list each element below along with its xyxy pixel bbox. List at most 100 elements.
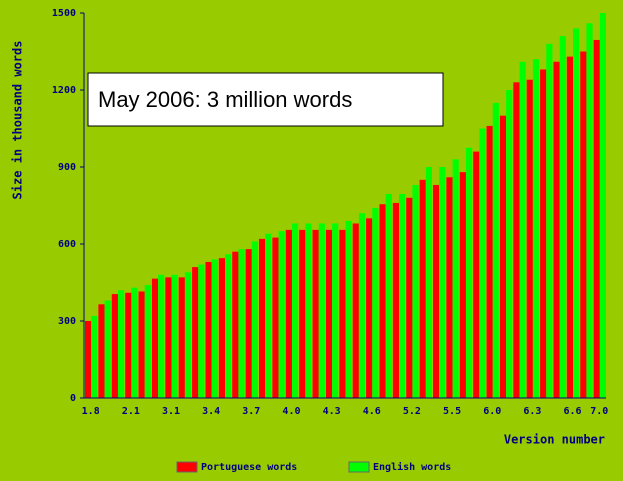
bar <box>198 264 205 398</box>
y-tick-label: 600 <box>58 239 76 250</box>
bar <box>299 229 306 398</box>
bar <box>599 13 606 398</box>
bar <box>366 218 373 398</box>
bar <box>492 102 499 398</box>
bar <box>291 223 299 398</box>
bar <box>98 304 105 398</box>
bar <box>546 43 553 399</box>
x-tick-label: 5.5 <box>443 406 461 417</box>
bar <box>232 251 239 398</box>
bar <box>580 51 587 398</box>
y-tick-label: 0 <box>70 393 76 404</box>
bar <box>392 202 400 398</box>
bar <box>192 267 199 398</box>
bar <box>352 223 359 398</box>
bar <box>385 193 392 398</box>
bar <box>138 291 145 398</box>
bar <box>345 220 352 398</box>
bar <box>111 294 118 398</box>
bar <box>433 184 440 398</box>
x-tick-label: 4.6 <box>363 406 381 417</box>
bar <box>425 167 432 398</box>
bar <box>259 238 266 398</box>
bar <box>358 213 366 398</box>
bar <box>131 287 138 398</box>
bar <box>573 28 580 399</box>
bar <box>318 223 325 398</box>
x-tick-label: 4.0 <box>282 406 300 417</box>
bar <box>151 278 159 398</box>
bar <box>459 172 466 398</box>
bar <box>171 274 178 398</box>
x-tick-label: 6.0 <box>483 406 501 417</box>
bar <box>144 285 151 398</box>
bar <box>245 249 252 398</box>
x-tick-label: 3.7 <box>242 406 260 417</box>
bar <box>372 208 379 398</box>
bar <box>399 193 406 398</box>
legend-swatch <box>176 461 198 473</box>
bar <box>278 231 285 398</box>
legend-label: English words <box>373 461 451 473</box>
bar <box>218 258 226 398</box>
y-axis-label: Size in thousand words <box>11 41 25 200</box>
annotation: May 2006: 3 million words <box>98 87 352 112</box>
bar <box>379 204 386 398</box>
bar <box>406 197 413 398</box>
bar <box>532 59 540 398</box>
y-tick-label: 300 <box>58 316 76 327</box>
y-tick-label: 900 <box>58 162 76 173</box>
bar <box>566 56 574 399</box>
bar <box>540 69 547 398</box>
bar <box>446 177 453 398</box>
y-tick-label: 1500 <box>52 8 76 19</box>
bar <box>184 272 192 398</box>
bar <box>265 233 272 398</box>
bar <box>325 229 333 398</box>
bar <box>419 179 426 398</box>
x-tick-label: 6.6 <box>564 406 582 417</box>
bar <box>165 277 172 398</box>
bar <box>593 39 600 398</box>
bar <box>339 229 346 398</box>
bar <box>251 241 258 398</box>
bar <box>332 223 339 398</box>
bar <box>465 147 473 398</box>
bar <box>178 277 185 398</box>
bar <box>158 274 165 398</box>
y-tick-label: 1200 <box>52 85 76 96</box>
x-tick-label: 2.1 <box>122 406 140 417</box>
x-tick-label: 6.3 <box>523 406 541 417</box>
x-tick-label: 4.3 <box>323 406 341 417</box>
bar <box>439 167 446 398</box>
bar <box>553 61 560 399</box>
bar <box>211 259 218 398</box>
bar <box>412 184 419 398</box>
bar <box>312 229 319 398</box>
bar <box>225 254 232 398</box>
x-tick-label: 3.1 <box>162 406 180 417</box>
bar <box>586 23 593 399</box>
bar <box>499 115 507 399</box>
x-tick-label: 7.0 <box>590 406 608 417</box>
bar <box>513 82 520 399</box>
bar <box>519 61 526 399</box>
legend-label: Portuguese words <box>201 462 297 473</box>
bar <box>85 321 92 398</box>
bar <box>452 159 459 398</box>
bar <box>473 151 480 398</box>
bar <box>117 290 125 398</box>
x-tick-label: 1.8 <box>82 406 100 417</box>
bar <box>205 261 212 398</box>
bar <box>104 300 111 398</box>
bar <box>91 315 98 398</box>
bar <box>305 223 312 398</box>
bar <box>559 36 566 398</box>
x-axis-label: Version number <box>504 433 605 447</box>
bar <box>486 125 493 398</box>
bar <box>506 90 513 398</box>
bar <box>238 249 245 398</box>
x-tick-label: 3.4 <box>202 406 220 417</box>
bar <box>125 292 132 398</box>
